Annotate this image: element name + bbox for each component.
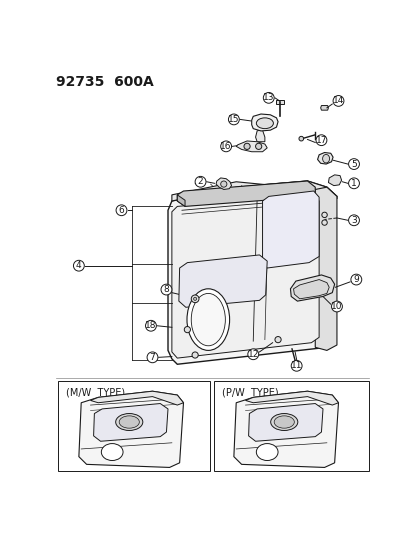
Polygon shape	[245, 391, 338, 405]
Polygon shape	[314, 187, 336, 350]
Text: 8: 8	[163, 285, 169, 294]
Polygon shape	[293, 280, 328, 299]
Bar	[58, 381, 209, 471]
Circle shape	[193, 297, 196, 301]
Text: 14: 14	[332, 96, 343, 106]
Circle shape	[321, 212, 326, 217]
Polygon shape	[90, 391, 183, 405]
Circle shape	[263, 92, 273, 103]
Text: 10: 10	[330, 302, 342, 311]
Circle shape	[116, 205, 127, 216]
Circle shape	[184, 327, 190, 333]
Ellipse shape	[322, 155, 329, 163]
Polygon shape	[320, 106, 328, 110]
Ellipse shape	[256, 118, 273, 128]
Text: 4: 4	[76, 261, 81, 270]
Polygon shape	[171, 181, 336, 201]
Polygon shape	[255, 130, 264, 142]
Text: 12: 12	[247, 350, 258, 359]
Circle shape	[247, 349, 258, 360]
Polygon shape	[328, 175, 341, 185]
Circle shape	[220, 141, 231, 152]
Circle shape	[348, 215, 358, 225]
Text: 11: 11	[290, 361, 301, 370]
Circle shape	[195, 176, 206, 187]
Polygon shape	[248, 403, 322, 441]
Text: (M/W  TYPE): (M/W TYPE)	[66, 387, 125, 398]
Ellipse shape	[191, 294, 225, 346]
Text: 13: 13	[262, 93, 274, 102]
Circle shape	[331, 301, 342, 312]
Circle shape	[332, 95, 343, 106]
Circle shape	[321, 220, 326, 225]
Ellipse shape	[273, 416, 294, 428]
Ellipse shape	[119, 416, 139, 428]
Circle shape	[243, 143, 249, 149]
Polygon shape	[178, 255, 266, 308]
Circle shape	[192, 352, 198, 358]
Circle shape	[228, 114, 239, 125]
Ellipse shape	[256, 443, 278, 461]
Text: (P/W  TYPE): (P/W TYPE)	[222, 387, 278, 398]
Text: 16: 16	[220, 142, 231, 151]
Polygon shape	[236, 141, 266, 152]
Circle shape	[348, 159, 358, 169]
Polygon shape	[177, 195, 185, 206]
Text: 1: 1	[350, 179, 356, 188]
Text: 18: 18	[145, 321, 157, 330]
Polygon shape	[233, 391, 338, 467]
Circle shape	[298, 136, 303, 141]
Bar	[214, 381, 369, 471]
Text: 92735  600A: 92735 600A	[56, 75, 154, 88]
Circle shape	[145, 320, 156, 331]
Text: 9: 9	[353, 275, 358, 284]
Circle shape	[73, 260, 84, 271]
Circle shape	[161, 284, 171, 295]
Text: 7: 7	[149, 353, 155, 362]
Polygon shape	[171, 195, 318, 358]
Circle shape	[274, 336, 280, 343]
Ellipse shape	[101, 443, 123, 461]
Text: 2: 2	[197, 177, 203, 186]
Text: 3: 3	[350, 216, 356, 225]
Polygon shape	[168, 181, 336, 364]
Polygon shape	[317, 152, 332, 164]
Polygon shape	[251, 114, 278, 131]
Circle shape	[220, 181, 226, 187]
Polygon shape	[93, 403, 168, 441]
Text: 6: 6	[119, 206, 124, 215]
Text: 15: 15	[228, 115, 239, 124]
Circle shape	[350, 274, 361, 285]
Polygon shape	[216, 178, 231, 189]
Circle shape	[191, 295, 199, 303]
Text: 17: 17	[315, 136, 326, 144]
Polygon shape	[79, 391, 183, 467]
Circle shape	[348, 178, 358, 189]
Text: 5: 5	[350, 159, 356, 168]
Ellipse shape	[115, 414, 142, 431]
Ellipse shape	[270, 414, 297, 431]
Polygon shape	[262, 191, 318, 268]
Polygon shape	[290, 275, 334, 301]
Circle shape	[147, 352, 157, 363]
Circle shape	[315, 135, 326, 146]
Polygon shape	[177, 181, 314, 206]
Polygon shape	[276, 100, 284, 104]
Circle shape	[255, 143, 261, 149]
Ellipse shape	[187, 289, 229, 350]
Circle shape	[290, 360, 301, 371]
